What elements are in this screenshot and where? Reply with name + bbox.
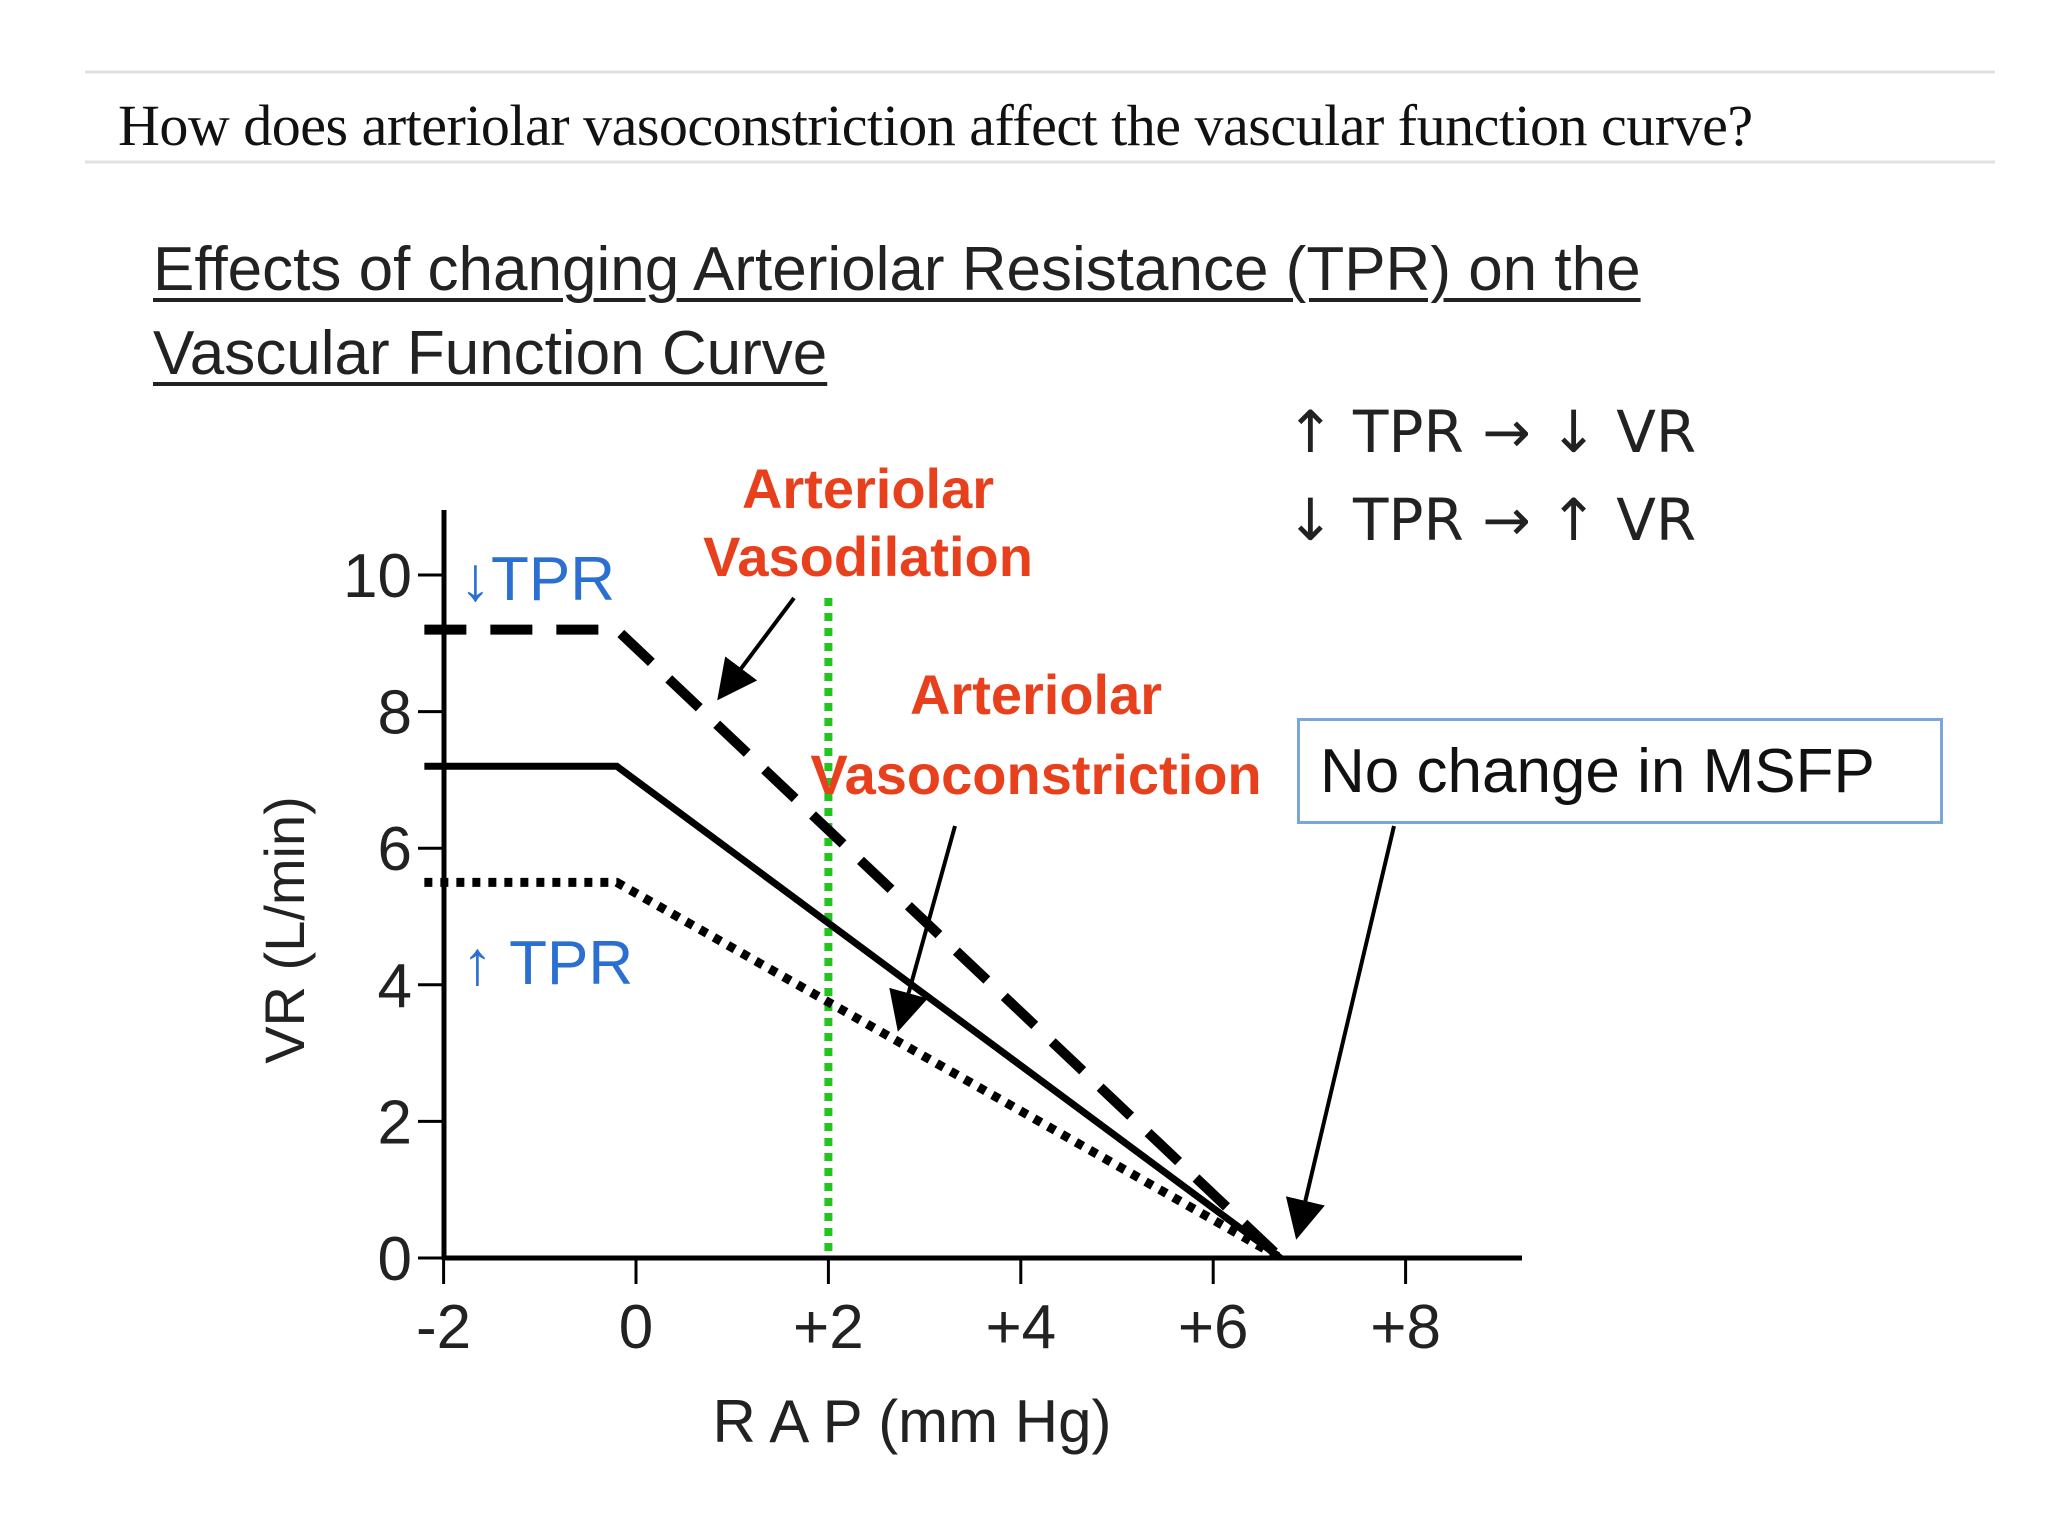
question-text: How does arteriolar vasoconstriction aff… [118,93,1753,158]
x-axis-label: R A P (mm Hg) [713,1388,1112,1455]
x-tick-label-4: +4 [985,1293,1056,1362]
vasodilation-pointer-arrow [717,596,796,701]
y-tick-label-4: 4 [378,952,412,1021]
series-increased-tpr [424,877,1283,1262]
y-tick-label-6: 6 [378,815,412,884]
x-tick-label-6: +6 [1178,1293,1249,1362]
rule-increase-tpr: ↑ TPR → ↓ VR [1286,398,1696,466]
x-tick-label-8: +8 [1370,1293,1441,1362]
slide-title-line1: Effects of changing Arteriolar Resistanc… [153,235,1641,304]
series-normal [424,762,1283,1261]
series-label-increased-tpr: ↑ TPR [462,929,633,998]
y-tick-label-0: 0 [378,1225,412,1294]
vasoconstriction-label-line2: Vasoconstriction [810,743,1261,806]
vasodilation-label-line2: Vasodilation [703,525,1033,588]
y-tick-label-2: 2 [378,1088,412,1157]
series-decreased-tpr [424,624,1284,1262]
x-tick-label--2: -2 [416,1293,471,1362]
y-tick-label-10: 10 [343,542,412,611]
vasoconstriction-label-line1: Arteriolar [910,663,1162,726]
vasoconstriction-pointer-arrow [889,825,957,1032]
vasodilation-label-line1: Arteriolar [742,457,994,520]
slide-title: Effects of changing Arteriolar Resistanc… [153,228,1641,396]
x-tick-label-0: 0 [619,1293,653,1362]
slide-title-line2: Vascular Function Curve [153,319,828,388]
msfp-pointer-arrow [1285,825,1396,1240]
series-label-decreased-tpr: ↓TPR [460,545,615,614]
msfp-callout-box: No change in MSFP [1297,718,1943,824]
x-tick-label-2: +2 [793,1293,864,1362]
y-tick-label-8: 8 [378,679,412,748]
rule-decrease-tpr: ↓ TPR → ↑ VR [1286,486,1696,554]
y-axis-label: VR (L/min) [253,796,316,1064]
